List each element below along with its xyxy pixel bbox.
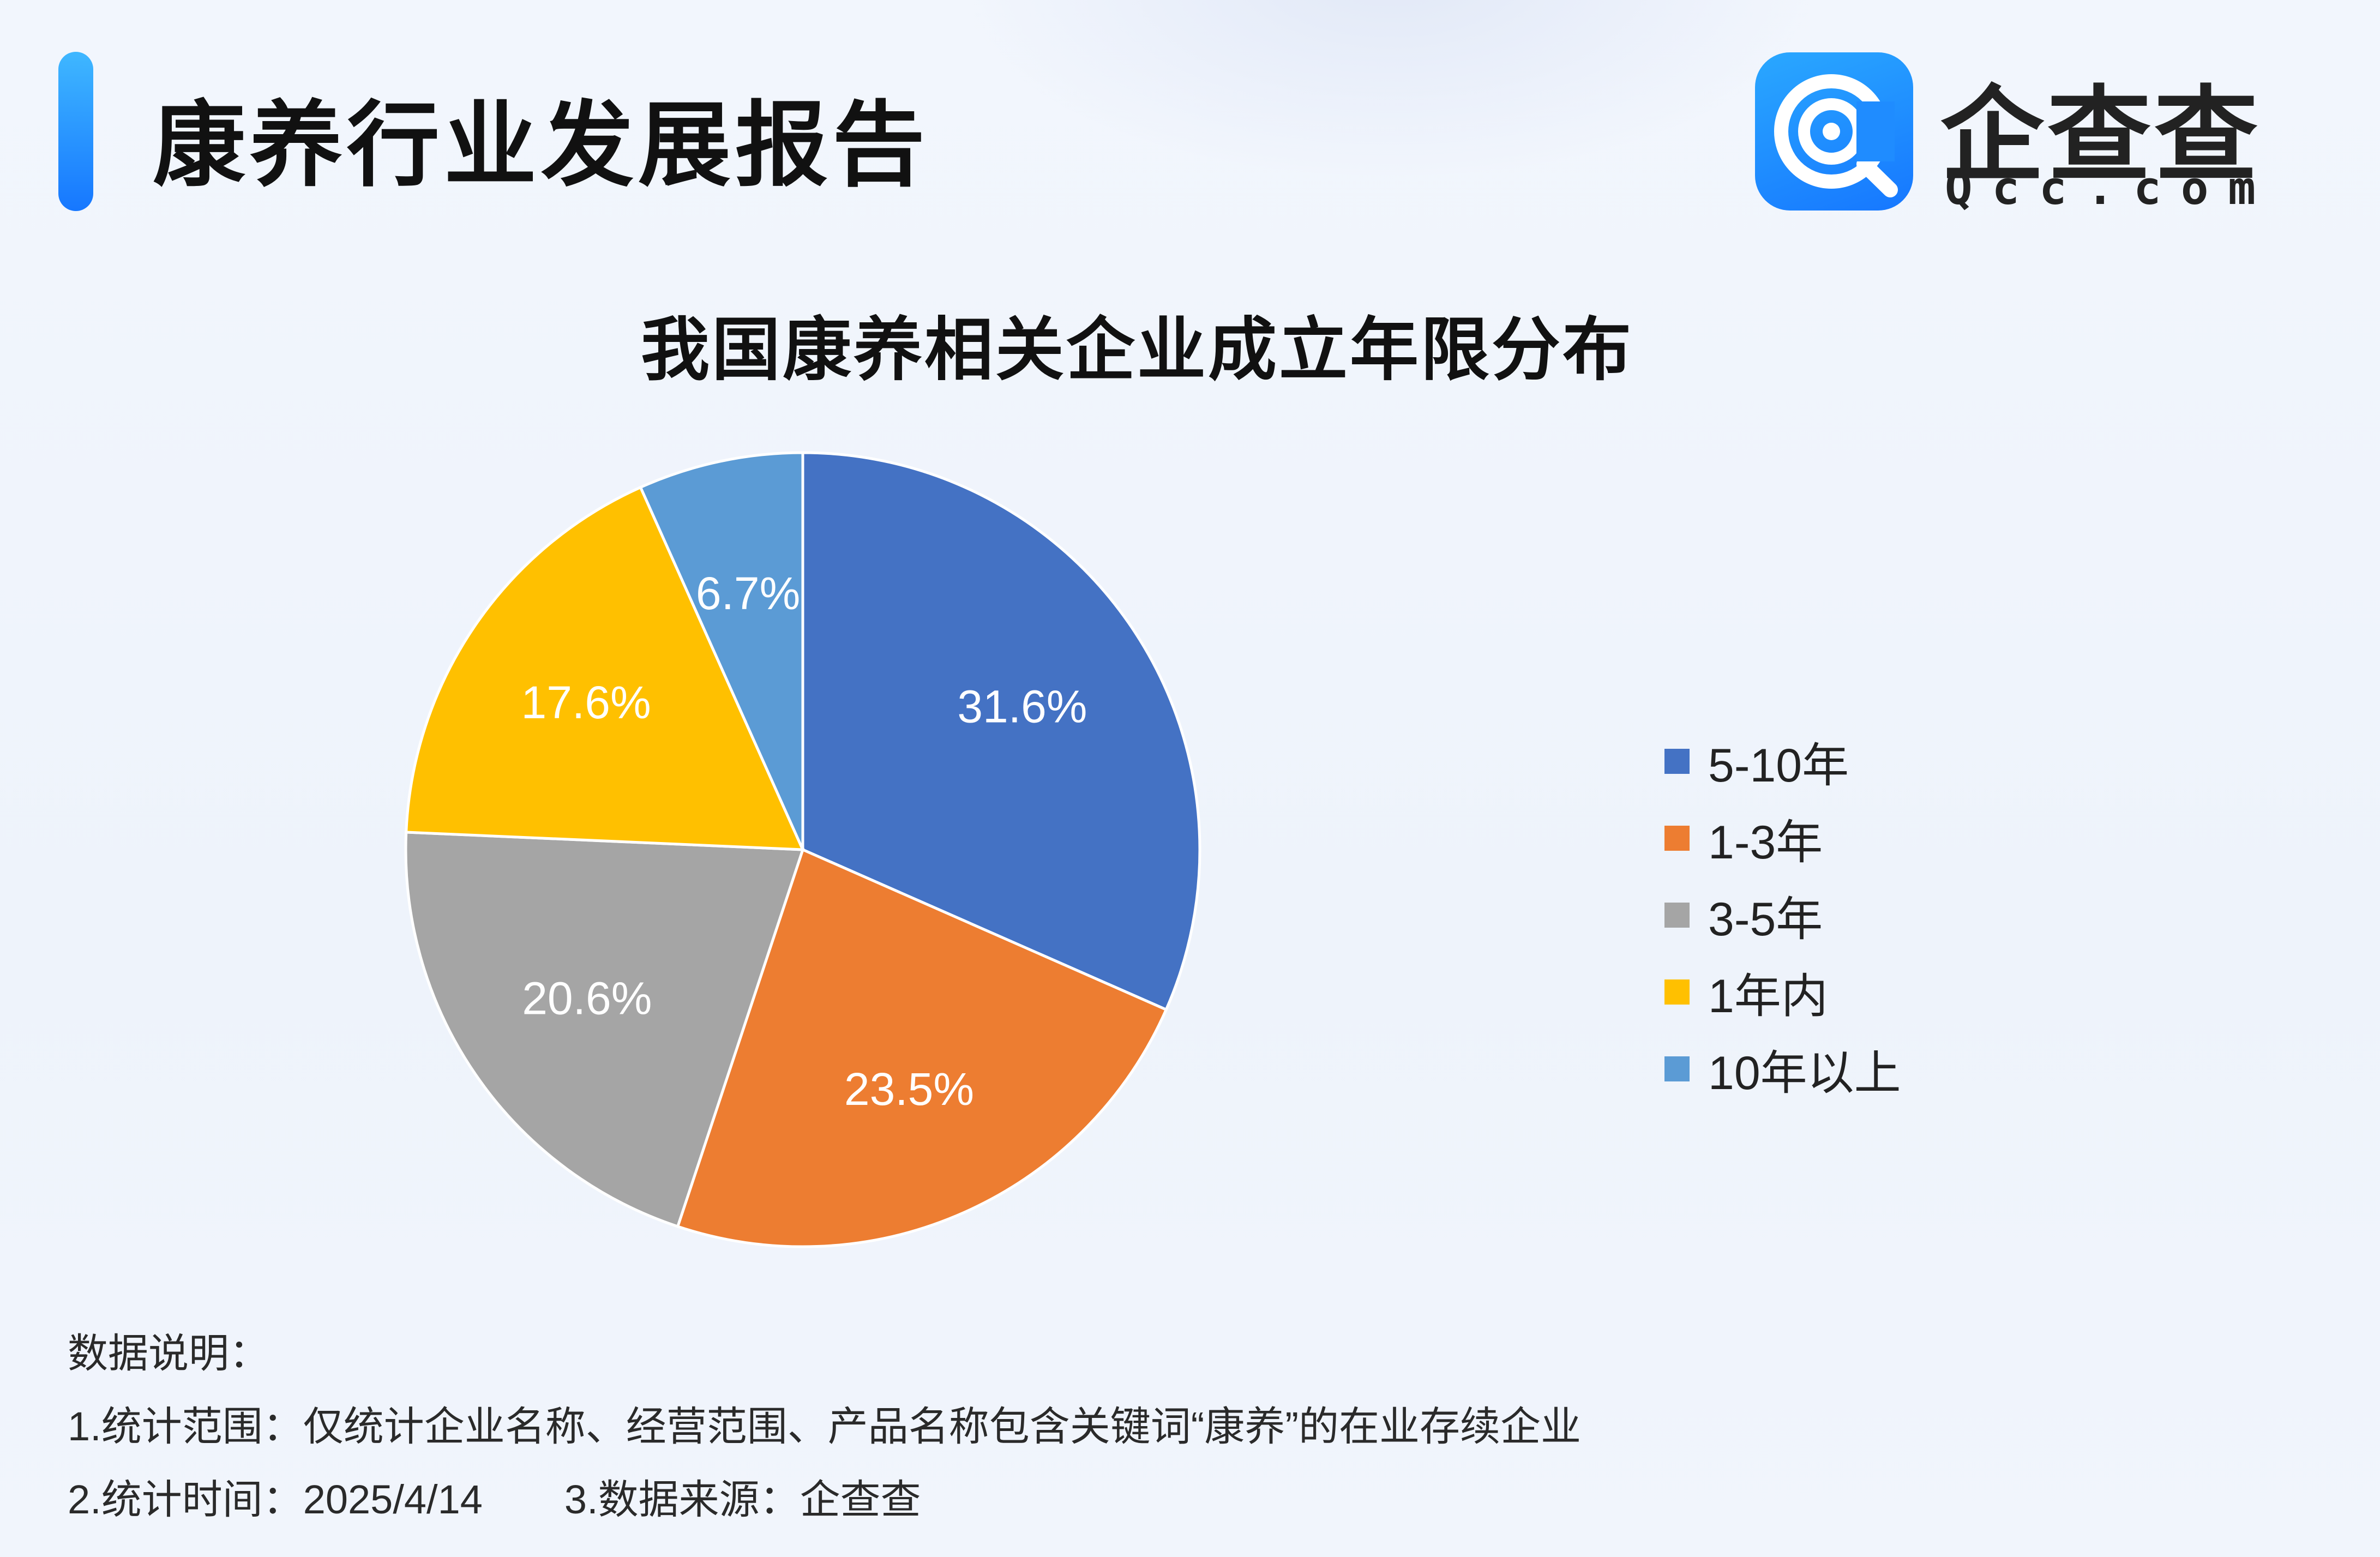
- pie-slice: [676, 847, 1168, 1248]
- pie-slice: [405, 485, 805, 851]
- legend-swatch: [1664, 748, 1690, 774]
- slice-value-label: 17.6%: [521, 677, 651, 728]
- slice-value-label: 6.7%: [696, 568, 800, 619]
- logo-text: 企查查: [1940, 75, 2262, 196]
- qcc-logo-icon: [1755, 52, 1913, 211]
- legend-item: 10年以上: [1664, 1030, 1901, 1107]
- pie-slice: [801, 451, 1201, 1012]
- notes-time: 2.统计时间：2025/4/14: [68, 1477, 483, 1522]
- data-notes: 数据说明： 1.统计范围：仅统计企业名称、经营范围、产品名称包含关键词“康养”的…: [68, 1317, 1581, 1536]
- legend-item: 1年内: [1664, 953, 1901, 1030]
- legend-item: 5-10年: [1664, 723, 1901, 799]
- legend-label: 10年以上: [1708, 1047, 1901, 1099]
- slice-value-label: 20.6%: [522, 973, 652, 1024]
- pie-slice: [639, 451, 804, 851]
- qcc-logo: 企查查 Qcc.com: [1755, 52, 2268, 215]
- notes-time-source: 2.统计时间：2025/4/14 3.数据来源：企查查: [68, 1463, 1581, 1536]
- chart-title: 我国康养相关企业成立年限分布: [641, 310, 1633, 390]
- logo-domain: Qcc.com: [1945, 161, 2276, 215]
- legend-swatch: [1664, 1056, 1690, 1081]
- slice-value-label: 23.5%: [844, 1063, 974, 1115]
- title-accent-bar: [58, 52, 93, 211]
- notes-source: 3.数据来源：企查查: [564, 1477, 921, 1522]
- legend-swatch: [1664, 902, 1690, 928]
- notes-scope: 1.统计范围：仅统计企业名称、经营范围、产品名称包含关键词“康养”的在业存续企业: [68, 1404, 1581, 1449]
- chart-legend: 5-10年 1-3年 3-5年 1年内 10年以上: [1664, 723, 1901, 1107]
- legend-item: 1-3年: [1664, 799, 1901, 876]
- page-title: 康养行业发展报告: [153, 92, 930, 200]
- legend-swatch: [1664, 979, 1690, 1005]
- legend-label: 1年内: [1708, 970, 1828, 1023]
- legend-swatch: [1664, 825, 1690, 851]
- notes-heading: 数据说明：: [68, 1331, 269, 1376]
- slice-value-label: 31.6%: [957, 681, 1087, 732]
- legend-label: 5-10年: [1708, 740, 1849, 792]
- legend-label: 1-3年: [1708, 816, 1823, 869]
- legend-item: 3-5年: [1664, 876, 1901, 953]
- legend-label: 3-5年: [1708, 893, 1823, 946]
- pie-slice: [404, 831, 805, 1229]
